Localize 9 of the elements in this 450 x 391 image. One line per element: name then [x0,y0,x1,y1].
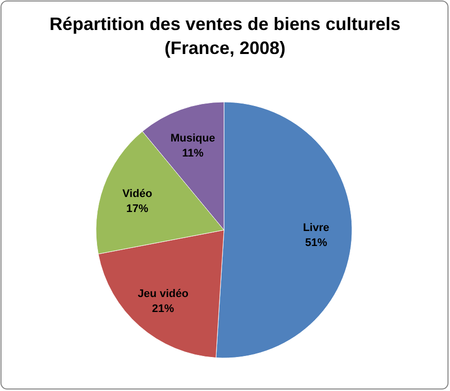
data-label: 17% [126,202,149,215]
slice-label: Livre [302,222,330,234]
slice-label: Vidéo [122,188,152,200]
data-label: 21% [152,303,174,316]
chart-title: Répartition des ventes de biens culturels (France, 2008) [49,14,401,58]
slice-label: Jeu vidéo [138,288,189,300]
data-label: 51% [305,236,328,249]
slice-label: Musique [170,132,216,144]
data-label: 11% [182,147,204,160]
